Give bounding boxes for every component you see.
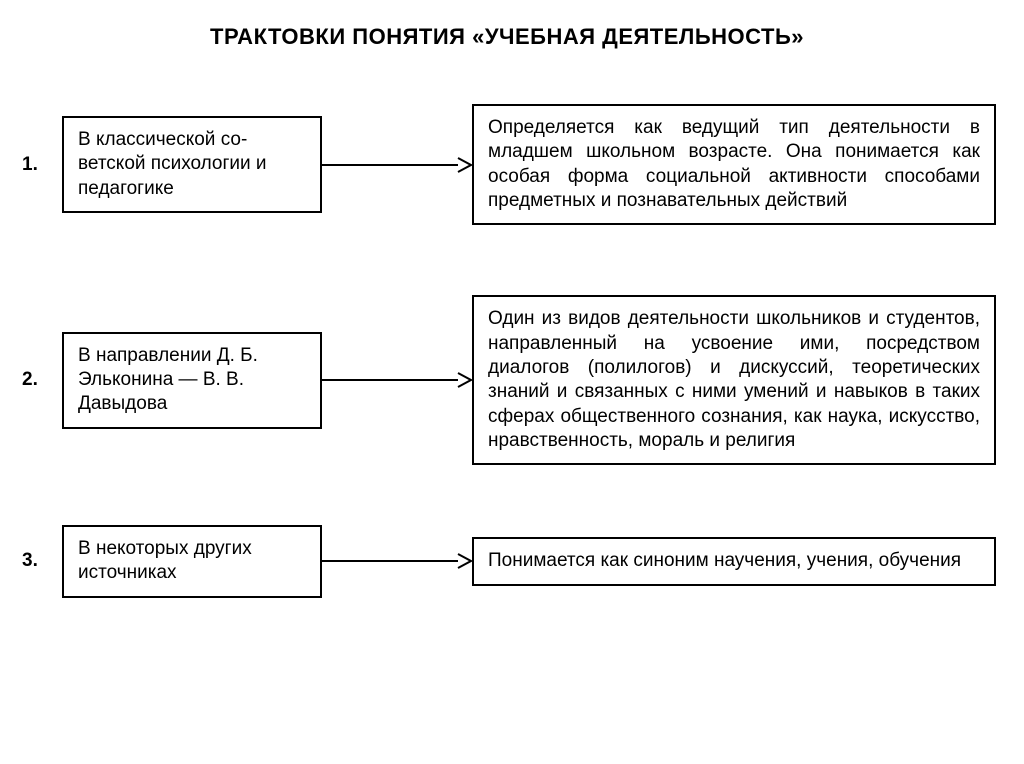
definition-box: Понимается как синоним научения, уче­ния… — [472, 537, 996, 585]
diagram-row: 1.В классической со­ветской психологии и… — [18, 104, 996, 225]
arrow — [322, 365, 472, 395]
page-title: ТРАКТОВКИ ПОНЯТИЯ «УЧЕБНАЯ ДЕЯТЕЛЬНОСТЬ» — [18, 24, 996, 50]
definition-box: Один из видов деятельности школьников и … — [472, 295, 996, 465]
row-number: 1. — [18, 154, 62, 176]
diagram-page: ТРАКТОВКИ ПОНЯТИЯ «УЧЕБНАЯ ДЕЯТЕЛЬНОСТЬ»… — [0, 0, 1024, 764]
diagram-row: 2.В направлении Д. Б. Эльконина — В. В. … — [18, 295, 996, 465]
row-number: 3. — [18, 550, 62, 572]
arrow — [322, 546, 472, 576]
row-number: 2. — [18, 369, 62, 391]
arrow-icon — [322, 370, 472, 390]
arrow — [322, 150, 472, 180]
source-box: В направлении Д. Б. Эльконина — В. В. Да… — [62, 332, 322, 429]
definition-box: Определяется как ведущий тип деятель­нос… — [472, 104, 996, 225]
diagram-row: 3.В некоторых других источниках Понимает… — [18, 525, 996, 598]
rows-container: 1.В классической со­ветской психологии и… — [18, 104, 996, 598]
arrow-icon — [322, 155, 472, 175]
source-box: В некоторых других источниках — [62, 525, 322, 598]
source-box: В классической со­ветской психологии и п… — [62, 116, 322, 213]
arrow-icon — [322, 551, 472, 571]
